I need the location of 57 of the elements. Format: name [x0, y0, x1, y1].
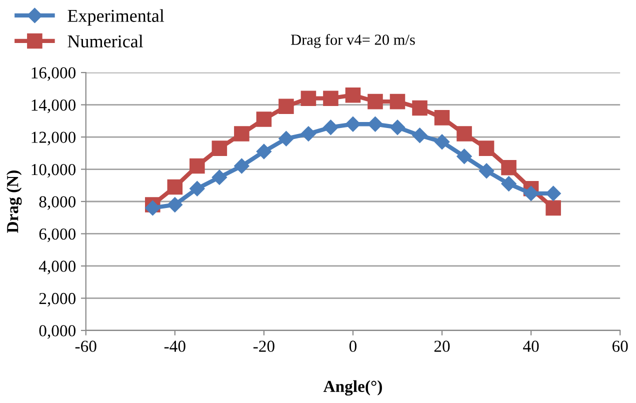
point [145, 200, 160, 216]
y-tick-label: 16,000 [32, 67, 76, 81]
y-tick-label: 0,000 [39, 325, 76, 339]
point [323, 120, 338, 135]
legend-label: Numerical [68, 34, 144, 48]
y-tick-label: 8,000 [39, 196, 76, 210]
point [167, 179, 183, 195]
point [190, 158, 205, 174]
chart-title: Drag for v4= 20 m/s [290, 34, 415, 48]
x-tick-label: -60 [75, 340, 96, 352]
y-tick-label: 10,000 [32, 164, 76, 178]
point [390, 94, 406, 110]
point [234, 126, 250, 142]
point [323, 90, 338, 106]
x-axis-title: Angle(°) [323, 380, 382, 396]
point [256, 144, 272, 160]
point [212, 140, 228, 156]
point [190, 181, 205, 196]
y-tick-label: 12,000 [32, 132, 76, 146]
point [434, 110, 450, 126]
x-tick-label: 40 [523, 340, 539, 352]
point [300, 126, 316, 142]
legend-label: Experimental [68, 9, 164, 26]
point [546, 186, 561, 202]
point [300, 90, 316, 106]
point [278, 131, 294, 146]
point [478, 163, 494, 178]
point [412, 128, 428, 143]
point [234, 158, 250, 174]
x-tick-label: 60 [612, 340, 628, 352]
y-tick-label: 14,000 [32, 99, 76, 114]
point [368, 94, 383, 110]
point [212, 170, 227, 185]
point [456, 148, 472, 164]
y-axis-title: Drag (N) [6, 170, 22, 233]
y-tick-label: 2,000 [39, 292, 76, 307]
point [523, 186, 539, 202]
y-tick-label: 4,000 [38, 260, 76, 274]
point [390, 120, 406, 135]
point [167, 197, 182, 212]
point [256, 112, 272, 127]
x-tick-label: 0 [349, 340, 357, 352]
x-tick-label: 20 [434, 340, 450, 352]
point [345, 87, 361, 103]
y-tick-label: 6,000 [39, 228, 76, 242]
point [501, 176, 516, 192]
point [368, 116, 383, 132]
x-tick-label: -40 [164, 340, 186, 352]
point [345, 116, 361, 132]
point [434, 134, 450, 150]
x-tick-label: -20 [253, 340, 274, 352]
point [412, 100, 428, 116]
point [278, 98, 294, 114]
point [501, 160, 516, 176]
point [456, 126, 472, 142]
point [478, 140, 494, 156]
point [546, 200, 561, 216]
